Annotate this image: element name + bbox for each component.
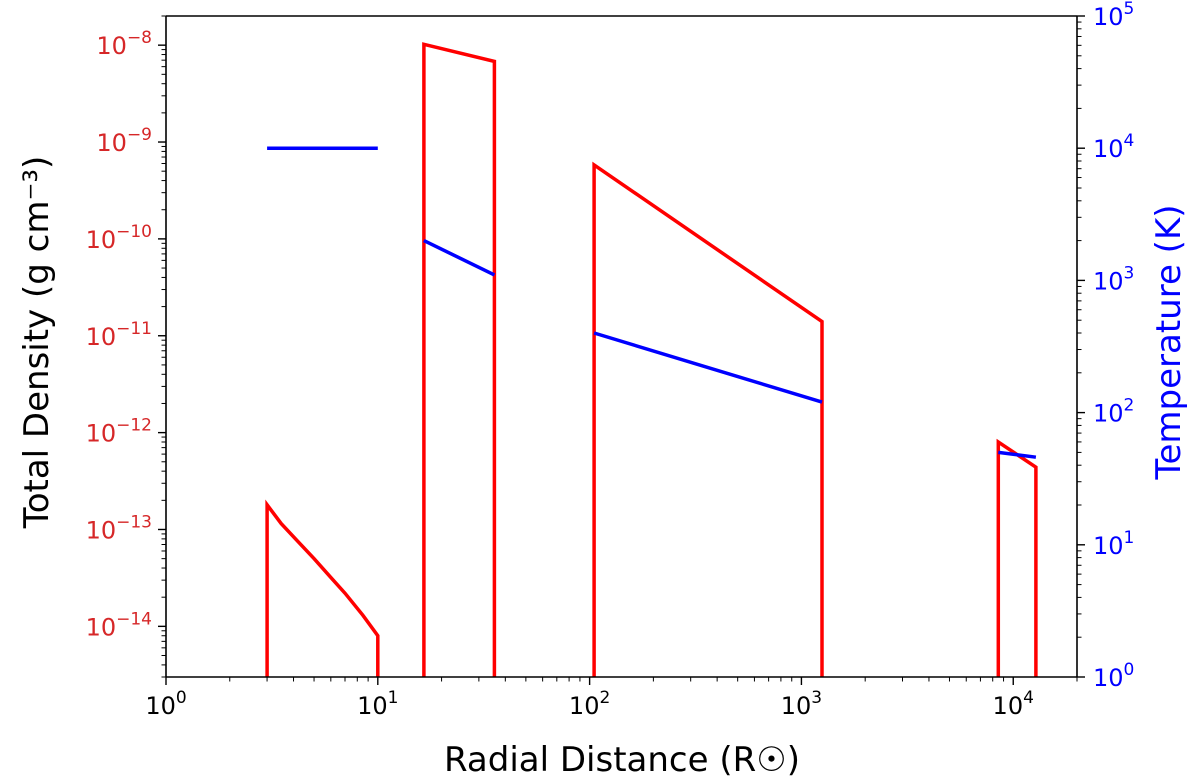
y-left-axis-title: Total Density (g cm⁻³) — [17, 156, 57, 530]
density-segment-2 — [422, 42, 497, 677]
temperature-segment-2 — [423, 239, 496, 277]
y-right-tick-label: 103 — [1093, 263, 1134, 295]
density-segment-1 — [265, 499, 380, 677]
y-left-tick-label: 10−8 — [96, 28, 152, 60]
x-tick-label: 100 — [145, 688, 186, 720]
y-right-tick-label: 104 — [1093, 131, 1134, 163]
y-right-tick-label: 101 — [1093, 528, 1134, 560]
ticks: 100 101 102 103 104 10−14 10−13 10−12 10−11 10−10… — [86, 0, 1135, 720]
y-left-tick-label: 10−13 — [86, 512, 152, 544]
x-tick-label: 102 — [569, 688, 610, 720]
x-axis-title: Radial Distance (R☉) — [444, 740, 800, 780]
density-segment-4 — [996, 438, 1038, 677]
axes — [165, 15, 1078, 678]
y-right-axis-title: Temperature (K) — [1149, 204, 1189, 480]
x-tick-label: 104 — [993, 688, 1034, 720]
x-tick-label: 103 — [781, 688, 822, 720]
x-tick-label: 101 — [357, 688, 398, 720]
plot-content — [265, 42, 1038, 677]
y-left-tick-label: 10−10 — [86, 222, 152, 254]
y-right-tick-label: 102 — [1093, 396, 1134, 428]
temperature-segment-4 — [998, 450, 1037, 459]
y-right-tick-label: 100 — [1093, 660, 1134, 692]
y-right-tick-label: 105 — [1093, 0, 1134, 31]
density-segment-3 — [592, 161, 824, 677]
y-left-tick-label: 10−12 — [86, 416, 152, 448]
y-left-tick-label: 10−11 — [86, 319, 152, 351]
y-left-tick-label: 10−14 — [86, 609, 152, 641]
temperature-segment-3 — [593, 331, 823, 404]
y-left-tick-label: 10−9 — [96, 125, 152, 157]
